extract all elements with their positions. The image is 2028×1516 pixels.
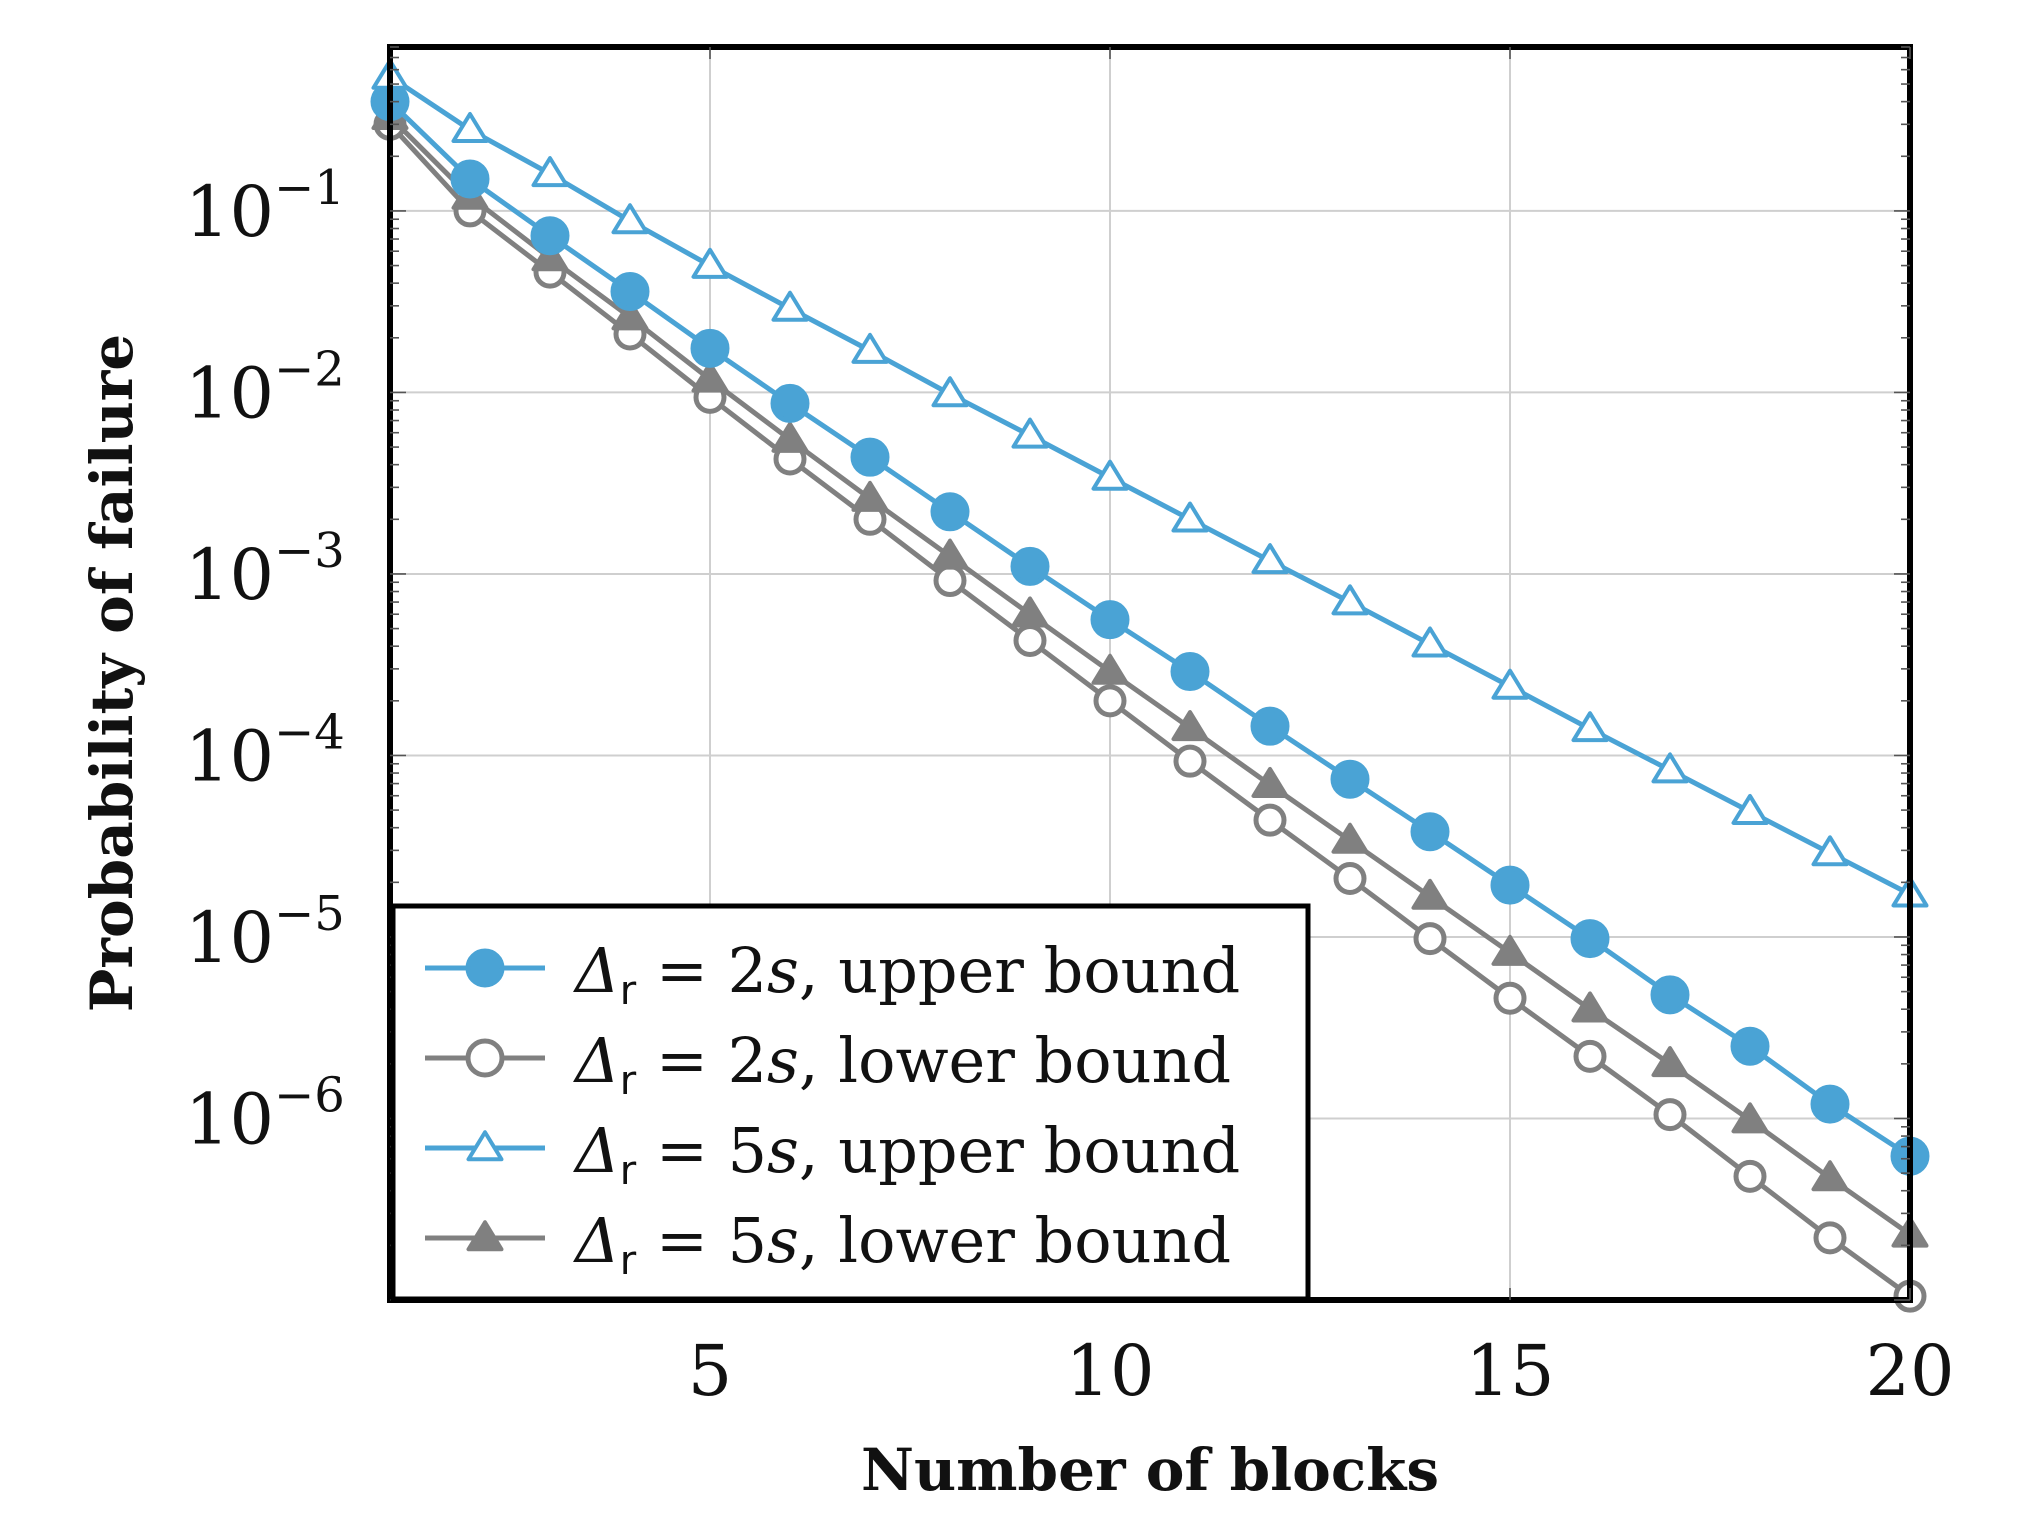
data-point: [1491, 934, 1529, 966]
data-point: [1651, 752, 1689, 784]
data-point: [1251, 766, 1289, 798]
data-point: [931, 538, 969, 570]
data-point: [1731, 793, 1769, 825]
data-point: [450, 159, 490, 199]
x-tick-label: 10: [1065, 1330, 1154, 1412]
data-point: [1571, 991, 1609, 1023]
data-point: [1173, 744, 1207, 778]
data-point: [1010, 546, 1050, 586]
data-point: [1730, 1026, 1770, 1066]
data-point: [1011, 596, 1049, 628]
data-point: [851, 332, 889, 364]
series-layer: [370, 58, 1930, 1313]
data-point: [1653, 1098, 1687, 1132]
data-point: [1411, 626, 1449, 658]
x-tick-labels: 5 10 15 20: [688, 1330, 1955, 1412]
legend-entry: Δr = 5s, lower bound: [425, 1204, 1231, 1284]
data-point: [466, 1220, 504, 1252]
data-point: [465, 948, 505, 988]
data-point: [1491, 668, 1529, 700]
data-point: [1093, 684, 1127, 718]
data-point: [771, 290, 809, 322]
y-tick-label: 10−3: [185, 523, 345, 616]
x-tick-label: 20: [1865, 1330, 1954, 1412]
y-tick-label: 10−1: [185, 160, 345, 253]
data-point: [691, 361, 729, 393]
data-point: [1733, 1159, 1767, 1193]
data-point: [611, 299, 649, 331]
data-point: [465, 1038, 505, 1078]
data-point: [1410, 812, 1450, 852]
data-point: [1090, 600, 1130, 640]
data-point: [531, 240, 569, 272]
series-1: [370, 82, 1930, 1176]
data-point: [1490, 865, 1530, 905]
legend-box: [390, 903, 1311, 1302]
y-tick-label: 10−5: [185, 886, 345, 979]
data-point: [451, 112, 489, 144]
data-point: [1331, 822, 1369, 854]
data-point: [1253, 803, 1287, 837]
legend-label: Δr = 5s, lower bound: [573, 1204, 1231, 1284]
data-point: [1413, 922, 1447, 956]
data-point: [1013, 623, 1047, 657]
legend-label: Δr = 2s, lower bound: [573, 1024, 1231, 1104]
data-point: [1571, 711, 1609, 743]
data-point: [850, 437, 890, 477]
y-tick-label: 10−4: [185, 704, 345, 797]
data-point: [1091, 459, 1129, 491]
legend-entry: Δr = 5s, upper bound: [425, 1114, 1240, 1194]
x-tick-label: 5: [688, 1330, 733, 1412]
y-tick-label: 10−6: [185, 1067, 345, 1160]
data-point: [610, 271, 650, 311]
legend-label: Δr = 2s, upper bound: [573, 934, 1240, 1014]
data-point: [933, 564, 967, 598]
data-point: [466, 1130, 504, 1162]
data-point: [1731, 1102, 1769, 1134]
data-point: [1170, 652, 1210, 692]
data-point: [1811, 1160, 1849, 1192]
data-point: [1411, 878, 1449, 910]
data-point: [530, 216, 570, 256]
y-axis-title: Probability of failure: [78, 334, 146, 1012]
data-point: [691, 247, 729, 279]
legend-entry: Δr = 2s, lower bound: [425, 1024, 1231, 1104]
data-point: [1171, 501, 1209, 533]
data-point: [770, 383, 810, 423]
data-point: [1333, 861, 1367, 895]
data-point: [1570, 919, 1610, 959]
legend-entry: Δr = 2s, upper bound: [425, 934, 1240, 1014]
x-axis-title: Number of blocks: [861, 1436, 1439, 1504]
data-point: [1331, 584, 1369, 616]
x-tick-label: 15: [1465, 1330, 1554, 1412]
data-point: [851, 480, 889, 512]
data-point: [1330, 759, 1370, 799]
data-point: [1650, 975, 1690, 1015]
y-tick-labels: 10−1 10−2 10−3 10−4 10−5 10−6: [185, 160, 345, 1161]
data-point: [1810, 1084, 1850, 1124]
y-tick-label: 10−2: [185, 341, 345, 434]
data-point: [1171, 710, 1209, 742]
data-point: [1250, 706, 1290, 746]
data-point: [1811, 835, 1849, 867]
data-point: [1493, 981, 1527, 1015]
data-point: [771, 421, 809, 453]
series-3: [371, 58, 1929, 908]
data-point: [1251, 543, 1289, 575]
legend: Δr = 2s, upper bound Δr = 2s, lower bound…: [390, 903, 1311, 1302]
data-point: [1011, 417, 1049, 449]
data-point: [690, 328, 730, 368]
legend-label: Δr = 5s, upper bound: [573, 1114, 1240, 1194]
data-point: [1573, 1039, 1607, 1073]
data-point: [1813, 1221, 1847, 1255]
series-4: [371, 99, 1929, 1248]
data-point: [531, 156, 569, 188]
data-point: [931, 376, 969, 408]
data-point: [1091, 653, 1129, 685]
data-point: [611, 203, 649, 235]
data-point: [1651, 1046, 1689, 1078]
data-point: [930, 492, 970, 532]
